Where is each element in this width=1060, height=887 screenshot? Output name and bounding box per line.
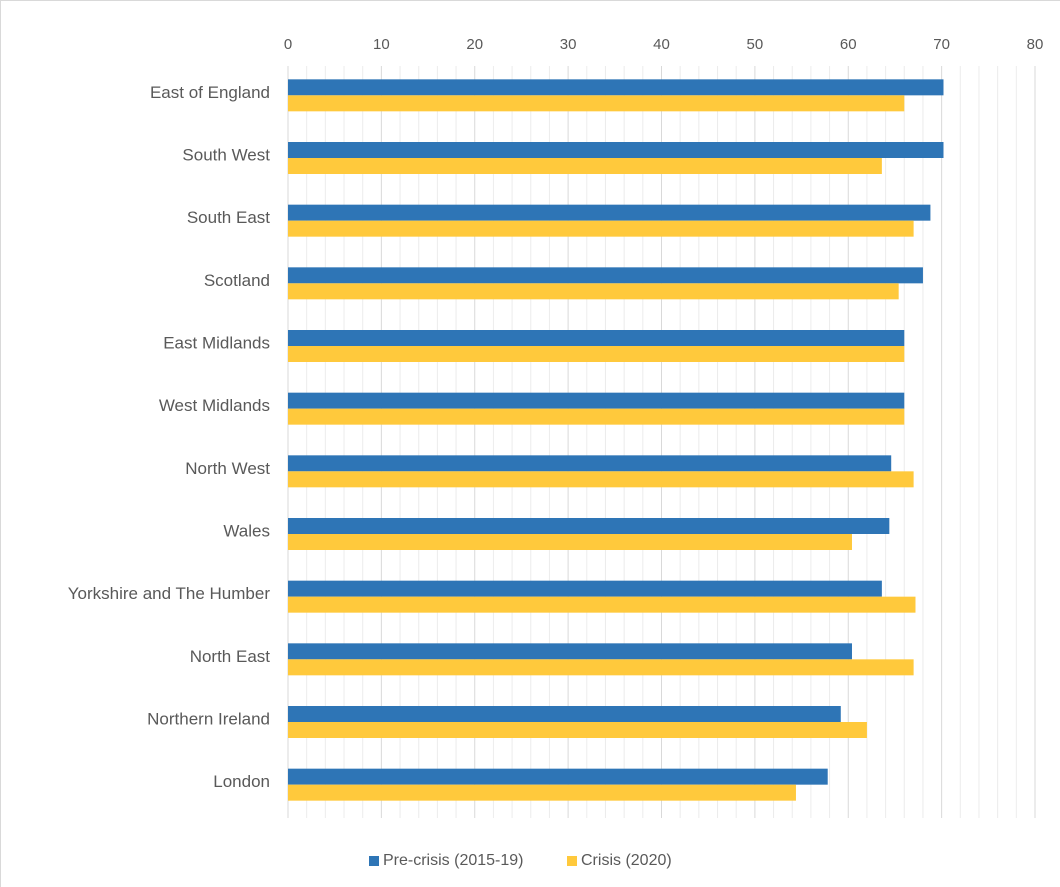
x-tick-label: 70 xyxy=(933,36,950,53)
bar xyxy=(288,392,905,409)
bar xyxy=(288,768,828,785)
x-tick-label: 80 xyxy=(1027,36,1044,53)
bar xyxy=(288,659,914,676)
x-tick-label: 40 xyxy=(653,36,670,53)
bar xyxy=(288,518,890,534)
bar xyxy=(288,471,914,488)
bar xyxy=(288,204,931,221)
x-tick-label: 30 xyxy=(560,36,577,53)
x-tick-label: 50 xyxy=(747,36,764,53)
category-label: North West xyxy=(185,459,270,478)
x-axis-ticks: 0 10 20 30 40 50 60 70 80 xyxy=(284,36,1044,53)
category-label: North East xyxy=(190,647,271,666)
category-label: Northern Ireland xyxy=(147,709,270,728)
bar xyxy=(288,346,905,362)
category-label: London xyxy=(213,772,270,791)
category-label: South East xyxy=(187,208,270,227)
category-label: West Midlands xyxy=(159,396,270,415)
bar xyxy=(288,580,882,597)
bar xyxy=(288,330,905,346)
x-tick-label: 0 xyxy=(284,36,292,53)
category-labels: East of England South West South East Scotl… xyxy=(68,83,271,791)
bar xyxy=(288,158,882,174)
legend: Pre-crisis (2015-19) Crisis (2020) xyxy=(369,852,672,869)
bar xyxy=(288,79,944,96)
bar xyxy=(288,267,923,284)
legend-label: Crisis (2020) xyxy=(581,852,672,869)
category-label: South West xyxy=(182,145,270,164)
bar xyxy=(288,142,944,158)
category-label: East of England xyxy=(150,83,270,102)
bar xyxy=(288,643,852,660)
bar xyxy=(288,283,899,300)
category-label: Yorkshire and The Humber xyxy=(68,584,271,603)
bar xyxy=(288,722,867,738)
x-tick-label: 60 xyxy=(840,36,857,53)
bar xyxy=(288,220,914,237)
x-tick-label: 10 xyxy=(373,36,390,53)
bar xyxy=(288,784,796,801)
bar xyxy=(288,534,852,550)
x-tick-label: 20 xyxy=(466,36,483,53)
legend-swatch xyxy=(567,856,577,866)
gridlines xyxy=(287,66,1036,818)
bar xyxy=(288,455,892,472)
category-label: East Midlands xyxy=(163,333,270,352)
legend-swatch xyxy=(369,856,379,866)
legend-label: Pre-crisis (2015-19) xyxy=(383,852,523,869)
bar xyxy=(288,706,841,722)
category-label: Scotland xyxy=(204,271,270,290)
bar xyxy=(288,408,905,425)
bar xyxy=(288,95,905,112)
bar xyxy=(288,596,916,613)
bars xyxy=(288,79,944,801)
category-label: Wales xyxy=(223,521,270,540)
